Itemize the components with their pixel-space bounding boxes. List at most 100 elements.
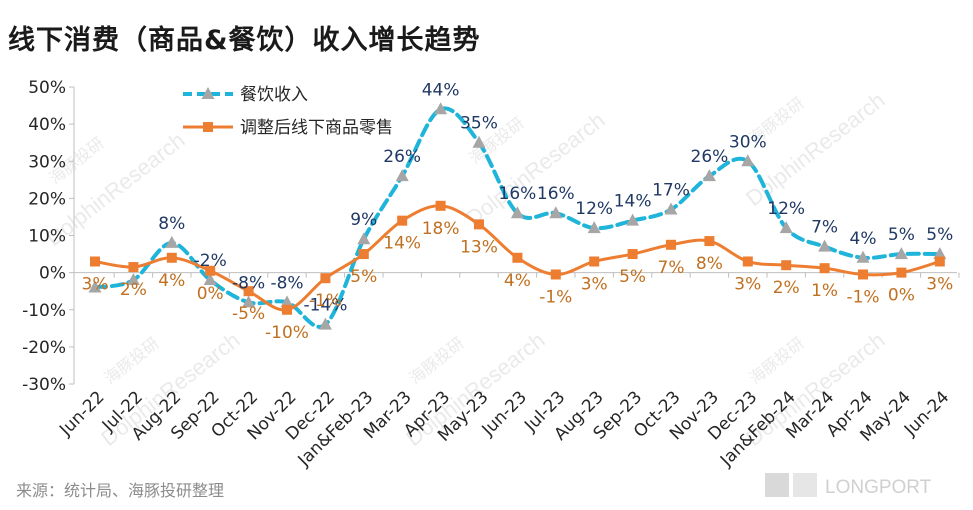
series-1-marker [858, 269, 868, 280]
series-1-data-label: -1% [539, 287, 572, 307]
series-1-data-label: 8% [696, 254, 723, 274]
series-1-marker [589, 256, 600, 267]
series-0-data-label: 16% [499, 184, 537, 204]
series-0-data-label: 35% [460, 114, 498, 134]
series-1-marker [243, 286, 254, 297]
series-0-marker [587, 221, 601, 234]
series-1-marker [435, 200, 446, 211]
longport-logo-text: LONGPORT [825, 477, 932, 498]
series-0-marker [702, 169, 716, 182]
series-0-marker [395, 169, 409, 182]
series-0-marker [280, 295, 294, 308]
chart-title: 线下消费（商品&餐饮）收入增长趋势 [8, 25, 481, 56]
series-1-marker [781, 260, 792, 271]
series-0-data-label: 44% [422, 80, 460, 100]
series-1-data-label: 7% [658, 258, 685, 278]
series-0-marker [933, 247, 947, 260]
series-0-data-label: 9% [350, 210, 377, 230]
series-1-data-label: 3% [734, 274, 761, 294]
y-tick-label: 10% [28, 227, 66, 247]
series-1-marker [128, 262, 139, 273]
series-0-marker [242, 295, 256, 308]
series-1-marker [397, 215, 408, 226]
series-1-data-label: -10% [265, 323, 309, 343]
series-0-marker [626, 213, 640, 226]
series-0-marker [664, 202, 678, 215]
legend-marker-0 [201, 87, 215, 99]
series-0-marker [741, 154, 755, 167]
series-1-data-label: 4% [158, 271, 185, 291]
series-1-marker [896, 267, 907, 278]
series-1-marker [90, 256, 100, 267]
series-1-data-label: 14% [383, 234, 421, 254]
legend-label-1: 调整后线下商品零售 [240, 118, 393, 138]
series-1-marker [320, 273, 331, 284]
y-tick-label: 20% [28, 189, 66, 209]
series-1-data-label: 5% [350, 267, 377, 287]
series-1-marker [474, 219, 484, 230]
series-1-marker [666, 239, 676, 250]
series-0-data-label: 8% [158, 214, 185, 234]
watermark-text: 海豚投研 [406, 333, 468, 387]
series-layer [88, 102, 947, 330]
series-0-data-label: -8% [270, 273, 303, 293]
series-0-marker [818, 239, 832, 252]
series-0-data-label: 16% [537, 184, 575, 204]
series-0-data-label: 14% [614, 192, 652, 212]
series-0-data-label: 7% [811, 218, 838, 238]
series-0-data-label: 5% [926, 225, 953, 245]
series-line-0 [93, 106, 942, 329]
y-tick-label: 50% [28, 78, 66, 98]
series-0-marker [165, 235, 179, 248]
series-1-marker [819, 263, 830, 274]
series-0-marker [318, 317, 332, 330]
series-1-marker [358, 249, 369, 260]
y-tick-label: 30% [28, 152, 66, 172]
series-1-marker [934, 256, 945, 267]
series-1-marker [205, 265, 216, 276]
series-1-data-label: 3% [581, 274, 608, 294]
series-0-data-label: 5% [888, 225, 915, 245]
series-1-data-label: 1% [811, 281, 838, 301]
series-0-data-label: 12% [575, 199, 613, 219]
series-1-marker [627, 249, 638, 260]
series-0-data-label: 30% [729, 132, 767, 152]
series-1-data-label: 2% [773, 278, 800, 298]
series-0-marker [126, 273, 140, 286]
watermark-text: 海豚投研 [746, 333, 808, 387]
series-0-data-label: 12% [767, 199, 805, 219]
series-0-marker [203, 273, 217, 286]
y-tick-label: -30% [22, 375, 66, 395]
series-1-marker [550, 269, 561, 280]
series-0-marker [472, 135, 486, 148]
series-1-data-label: 0% [197, 284, 224, 304]
series-1-data-label: 3% [82, 274, 109, 294]
y-tick-label: -20% [22, 338, 66, 358]
series-0-data-label: 4% [850, 229, 877, 249]
legend-label-0: 餐饮收入 [240, 85, 308, 105]
series-1-data-label: 4% [504, 271, 531, 291]
series-1-data-label: 18% [422, 219, 460, 239]
data-label-layer: 8%-2%-8% -8%-14%9%26%44%35%16% 16%12% 14%17… [82, 80, 954, 342]
series-0-data-label: 26% [383, 147, 421, 167]
legend-marker-1 [203, 122, 213, 132]
series-0-marker [510, 206, 524, 219]
series-1-data-label: 5% [619, 267, 646, 287]
series-0-data-label: -14% [303, 296, 347, 316]
series-1-data-label: -1% [846, 287, 879, 307]
longport-logo: LONGPORT [765, 473, 932, 498]
series-0-data-label: 17% [652, 181, 690, 201]
series-1-data-label: -5% [232, 304, 265, 324]
y-tick-label: -10% [22, 301, 66, 321]
series-0-marker [779, 221, 793, 234]
series-0-data-label: 26% [691, 147, 729, 167]
series-1-marker [282, 304, 292, 315]
series-0-marker [549, 206, 563, 219]
series-0-marker [88, 280, 102, 293]
series-1-data-label: 2% [120, 280, 147, 300]
series-1-data-label: 0% [888, 286, 915, 306]
series-1-marker [512, 252, 523, 263]
series-0-marker [434, 102, 448, 115]
